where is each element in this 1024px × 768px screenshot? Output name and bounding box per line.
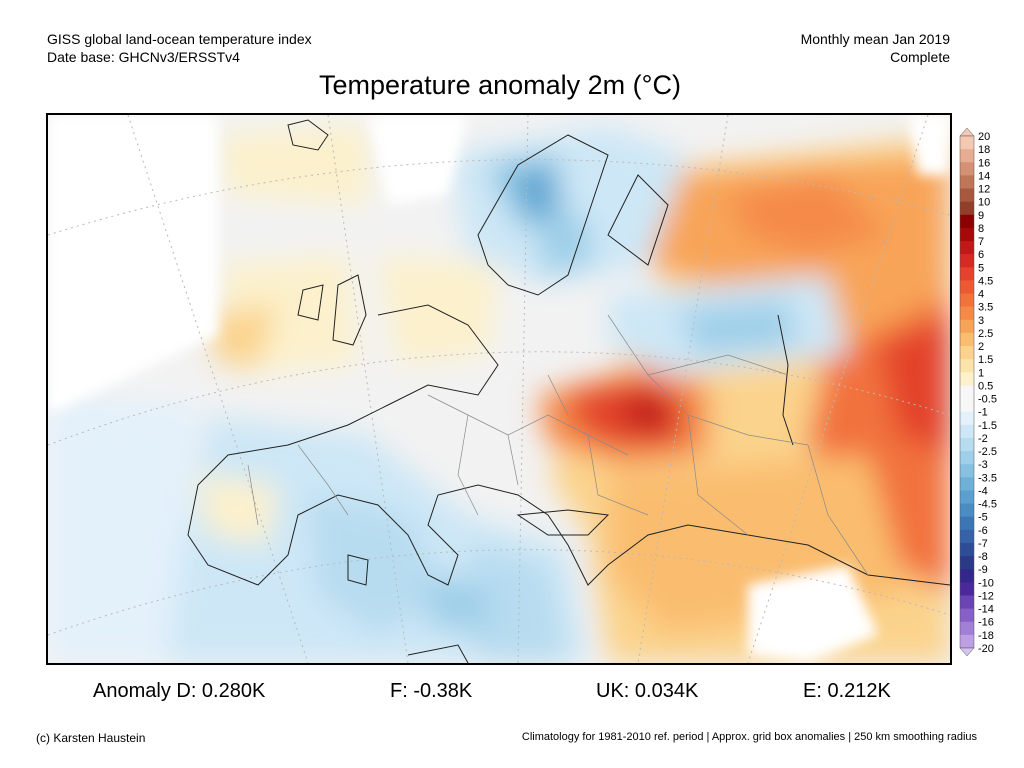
footnote: Climatology for 1981-2010 ref. period | … bbox=[521, 731, 977, 743]
legend-swatch bbox=[960, 608, 974, 623]
legend-swatch bbox=[960, 254, 974, 268]
legend-swatch bbox=[960, 490, 974, 505]
legend-max-arrow bbox=[959, 128, 975, 137]
legend-label: 1 bbox=[978, 367, 984, 379]
copyright: (c) Karsten Haustein bbox=[36, 731, 146, 745]
legend-label: 3.5 bbox=[978, 302, 993, 314]
legend-label: 4 bbox=[978, 289, 984, 301]
legend-swatch bbox=[960, 556, 974, 570]
legend-label: 0.5 bbox=[978, 380, 993, 392]
legend-label: -14 bbox=[978, 604, 994, 616]
legend-swatch bbox=[960, 634, 974, 649]
legend-swatch bbox=[960, 306, 974, 321]
anomaly-f: F: -0.38K bbox=[390, 680, 473, 702]
legend-swatch bbox=[960, 529, 974, 544]
legend-label: -3.5 bbox=[978, 472, 997, 484]
legend-label: 7 bbox=[978, 236, 984, 248]
map-canvas bbox=[48, 115, 950, 663]
legend-label: 18 bbox=[978, 144, 990, 156]
legend-swatch bbox=[960, 621, 974, 636]
legend-swatch bbox=[960, 372, 974, 386]
legend-label: -18 bbox=[978, 630, 994, 642]
legend-label: -1 bbox=[978, 407, 988, 419]
legend-swatch bbox=[960, 595, 974, 610]
legend-label: -12 bbox=[978, 590, 994, 602]
legend-swatch bbox=[960, 241, 974, 255]
anomaly-e: E: 0.212K bbox=[803, 680, 891, 702]
legend-swatch bbox=[960, 385, 974, 400]
legend-swatch bbox=[960, 359, 974, 373]
legend-label: 2.5 bbox=[978, 328, 993, 340]
legend-label: 14 bbox=[978, 170, 990, 182]
anomaly-map bbox=[46, 113, 952, 665]
legend-swatch bbox=[960, 332, 974, 347]
legend-swatch bbox=[960, 503, 974, 518]
map-title: Temperature anomaly 2m (°C) bbox=[319, 70, 681, 100]
legend-swatch bbox=[960, 175, 974, 190]
legend-label: 4.5 bbox=[978, 275, 993, 287]
period-label: Monthly mean Jan 2019 bbox=[800, 31, 950, 47]
legend-label: -2.5 bbox=[978, 446, 997, 458]
legend-label: -4.5 bbox=[978, 499, 997, 511]
legend-label: -9 bbox=[978, 564, 988, 576]
legend-label: -8 bbox=[978, 551, 988, 563]
legend-swatch bbox=[960, 464, 974, 478]
legend-label: 2 bbox=[978, 341, 984, 353]
legend-swatch bbox=[960, 267, 974, 281]
legend-label: -6 bbox=[978, 525, 988, 537]
legend-label: 3 bbox=[978, 315, 984, 327]
legend-label: -2 bbox=[978, 433, 988, 445]
legend-label: 8 bbox=[978, 223, 984, 235]
legend-label: -4 bbox=[978, 485, 988, 497]
legend-swatch bbox=[960, 451, 974, 465]
legend-label: -10 bbox=[978, 577, 994, 589]
legend-swatch bbox=[960, 582, 974, 596]
completeness-label: Complete bbox=[890, 49, 950, 65]
legend-swatch bbox=[960, 516, 974, 531]
legend-swatch bbox=[960, 398, 974, 413]
legend-swatch bbox=[960, 411, 974, 426]
anomaly-d: Anomaly D: 0.280K bbox=[93, 680, 266, 702]
legend-swatch bbox=[960, 214, 974, 229]
dataset-name: GISS global land-ocean temperature index bbox=[47, 31, 312, 47]
legend-swatch bbox=[960, 149, 974, 163]
legend-swatch bbox=[960, 477, 974, 491]
legend-swatch bbox=[960, 227, 974, 242]
legend-label: 20 bbox=[978, 131, 990, 143]
legend-swatch bbox=[960, 136, 974, 150]
legend-min-arrow bbox=[959, 647, 975, 656]
legend-swatch bbox=[960, 346, 974, 360]
legend-label: -5 bbox=[978, 512, 988, 524]
legend-label: 12 bbox=[978, 184, 990, 196]
legend-label: -7 bbox=[978, 538, 988, 550]
legend-label: 1.5 bbox=[978, 354, 993, 366]
legend-swatch bbox=[960, 293, 974, 308]
legend-swatch bbox=[960, 319, 974, 334]
header-right: Monthly mean Jan 2019 Complete bbox=[801, 30, 950, 66]
legend-label: -16 bbox=[978, 617, 994, 629]
legend-swatch bbox=[960, 162, 974, 176]
legend-swatch bbox=[960, 424, 974, 439]
legend-swatch bbox=[960, 280, 974, 295]
legend-label: 16 bbox=[978, 157, 990, 169]
legend-swatch bbox=[960, 569, 974, 583]
legend-swatch bbox=[960, 201, 974, 216]
header-left: GISS global land-ocean temperature index… bbox=[47, 30, 312, 66]
legend-swatch bbox=[960, 542, 974, 557]
legend-label: 10 bbox=[978, 197, 990, 209]
legend-label: 5 bbox=[978, 262, 984, 274]
legend-label: -1.5 bbox=[978, 420, 997, 432]
legend-swatch bbox=[960, 437, 974, 452]
data-base: Date base: GHCNv3/ERSSTv4 bbox=[47, 49, 240, 65]
legend-label: 9 bbox=[978, 210, 984, 222]
legend-label: 6 bbox=[978, 249, 984, 261]
legend-label: -0.5 bbox=[978, 394, 997, 406]
legend-label: -3 bbox=[978, 459, 988, 471]
anomaly-uk: UK: 0.034K bbox=[596, 680, 699, 702]
legend-label: -20 bbox=[978, 643, 994, 655]
legend-swatch bbox=[960, 188, 974, 203]
